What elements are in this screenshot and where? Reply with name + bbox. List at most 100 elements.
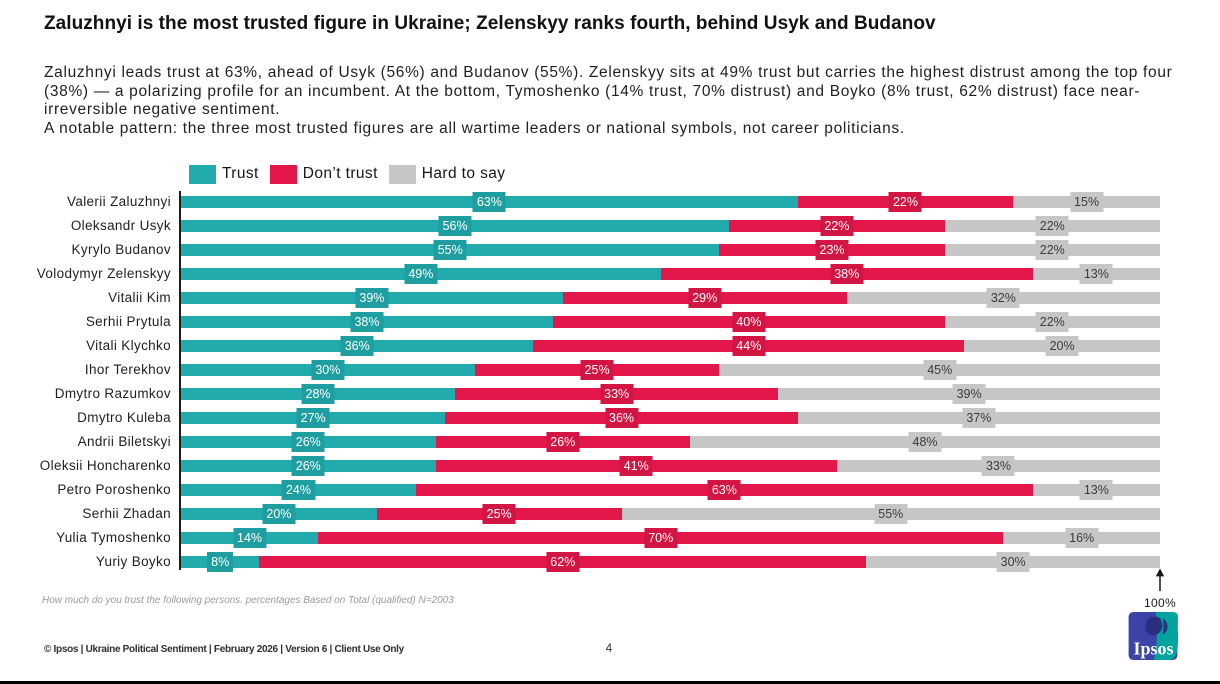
ipsos-logo-text: Ipsos	[1133, 639, 1173, 659]
value-label-hard-to-say: 32%	[986, 288, 1020, 308]
category-label: Vitali Klychko	[86, 338, 171, 353]
value-label-trust: 20%	[262, 504, 296, 524]
page-number: 4	[605, 643, 613, 655]
value-label-dont-trust: 33%	[600, 384, 634, 404]
value-label-trust: 56%	[438, 216, 472, 236]
chart-row: Ihor Terekhov 30% 25% 45%	[0, 358, 1220, 382]
value-label-hard-to-say: 55%	[874, 504, 908, 524]
value-label-dont-trust: 25%	[482, 504, 516, 524]
chart-row: Andrii Biletskyi 26% 26% 48%	[0, 430, 1220, 454]
value-label-hard-to-say: 30%	[996, 552, 1030, 572]
value-label-dont-trust: 63%	[707, 480, 741, 500]
axis-arrow-up-icon	[1155, 568, 1165, 591]
value-label-trust: 24%	[281, 480, 315, 500]
value-label-dont-trust: 23%	[815, 240, 849, 260]
category-label: Vitalii Kim	[108, 290, 171, 305]
value-label-dont-trust: 41%	[619, 456, 653, 476]
value-label-trust: 55%	[433, 240, 467, 260]
value-label-hard-to-say: 16%	[1065, 528, 1099, 548]
value-label-trust: 27%	[296, 408, 330, 428]
legend-label-trust: Trust	[222, 165, 259, 182]
chart-legend: Trust Don’t trust Hard to say	[189, 164, 516, 184]
chart-row: Petro Poroshenko 24% 63% 13%	[0, 478, 1220, 502]
y-axis-line	[179, 191, 181, 570]
value-label-trust: 30%	[311, 360, 345, 380]
chart-row: Yuriy Boyko 8% 62% 30%	[0, 550, 1220, 574]
category-label: Volodymyr Zelenskyy	[36, 266, 171, 281]
legend-item-trust: Trust	[189, 164, 259, 184]
footer-text: © Ipsos | Ukraine Political Sentiment | …	[44, 644, 404, 655]
value-label-hard-to-say: 22%	[1035, 312, 1069, 332]
chart-row: Serhii Prytula 38% 40% 22%	[0, 310, 1220, 334]
value-label-hard-to-say: 48%	[908, 432, 942, 452]
category-label: Oleksandr Usyk	[70, 218, 171, 233]
chart-row: Oleksandr Usyk 56% 22% 22%	[0, 214, 1220, 238]
summary-block: Zaluzhnyi leads trust at 63%, ahead of U…	[44, 64, 1181, 138]
legend-swatch-trust	[189, 164, 216, 184]
summary-note: A notable pattern: the three most truste…	[44, 119, 905, 137]
value-label-trust: 49%	[404, 264, 438, 284]
stacked-bar-chart: Valerii Zaluzhnyi 63% 22% 15% Oleksandr Usyk…	[0, 190, 1220, 574]
category-label: Serhii Zhadan	[82, 506, 171, 521]
category-label: Dmytro Kuleba	[77, 410, 171, 425]
value-label-dont-trust: 22%	[888, 192, 922, 212]
legend-swatch-hard-to-say	[388, 164, 416, 184]
value-label-trust: 28%	[301, 384, 335, 404]
chart-row: Dmytro Kuleba 27% 36% 37%	[0, 406, 1220, 430]
value-label-hard-to-say: 20%	[1045, 336, 1079, 356]
ipsos-logo: Ipsos	[1128, 612, 1179, 660]
chart-row: Vitali Klychko 36% 44% 20%	[0, 334, 1220, 358]
chart-row: Vitalii Kim 39% 29% 32%	[0, 286, 1220, 310]
value-label-trust: 63%	[472, 192, 506, 212]
legend-label-hard-to-say: Hard to say	[421, 165, 506, 182]
chart-row: Serhii Zhadan 20% 25% 55%	[0, 502, 1220, 526]
category-label: Dmytro Razumkov	[54, 386, 171, 401]
legend-item-hard-to-say: Hard to say	[388, 164, 506, 184]
value-label-hard-to-say: 22%	[1035, 240, 1069, 260]
legend-item-dont-trust: Don’t trust	[269, 164, 378, 184]
value-label-hard-to-say: 13%	[1079, 480, 1113, 500]
value-label-trust: 38%	[350, 312, 384, 332]
value-label-trust: 39%	[355, 288, 389, 308]
bottom-accent-bar	[0, 681, 1220, 684]
value-label-hard-to-say: 33%	[981, 456, 1015, 476]
value-label-dont-trust: 70%	[644, 528, 678, 548]
chart-row: Oleksii Honcharenko 26% 41% 33%	[0, 454, 1220, 478]
value-label-dont-trust: 36%	[605, 408, 639, 428]
value-label-hard-to-say: 22%	[1035, 216, 1069, 236]
category-label: Kyrylo Budanov	[71, 242, 171, 257]
chart-row: Yulia Tymoshenko 14% 70% 16%	[0, 526, 1220, 550]
value-label-hard-to-say: 13%	[1079, 264, 1113, 284]
value-label-dont-trust: 62%	[546, 552, 580, 572]
value-label-hard-to-say: 37%	[962, 408, 996, 428]
value-label-dont-trust: 26%	[546, 432, 580, 452]
value-label-trust: 26%	[291, 432, 325, 452]
value-label-trust: 14%	[233, 528, 267, 548]
chart-row: Valerii Zaluzhnyi 63% 22% 15%	[0, 190, 1220, 214]
category-label: Serhii Prytula	[85, 314, 171, 329]
value-label-dont-trust: 22%	[820, 216, 854, 236]
footnote: How much do you trust the following pers…	[42, 595, 454, 606]
category-label: Yuriy Boyko	[95, 554, 171, 569]
value-label-hard-to-say: 15%	[1070, 192, 1104, 212]
category-label: Oleksii Honcharenko	[39, 458, 171, 473]
value-label-dont-trust: 40%	[732, 312, 766, 332]
value-label-hard-to-say: 45%	[923, 360, 957, 380]
category-label: Petro Poroshenko	[57, 482, 171, 497]
value-label-trust: 8%	[207, 552, 234, 572]
axis-max-label: 100%	[1144, 596, 1176, 610]
category-label: Andrii Biletskyi	[77, 434, 171, 449]
category-label: Valerii Zaluzhnyi	[67, 194, 171, 209]
chart-row: Dmytro Razumkov 28% 33% 39%	[0, 382, 1220, 406]
value-label-dont-trust: 38%	[830, 264, 864, 284]
page-title: Zaluzhnyi is the most trusted figure in …	[44, 13, 936, 34]
category-label: Ihor Terekhov	[84, 362, 171, 377]
value-label-trust: 36%	[340, 336, 374, 356]
summary-text: Zaluzhnyi leads trust at 63%, ahead of U…	[44, 64, 1173, 119]
value-label-hard-to-say: 39%	[952, 384, 986, 404]
chart-row: Kyrylo Budanov 55% 23% 22%	[0, 238, 1220, 262]
value-label-dont-trust: 25%	[580, 360, 614, 380]
legend-label-dont-trust: Don’t trust	[302, 165, 378, 182]
value-label-dont-trust: 29%	[688, 288, 722, 308]
